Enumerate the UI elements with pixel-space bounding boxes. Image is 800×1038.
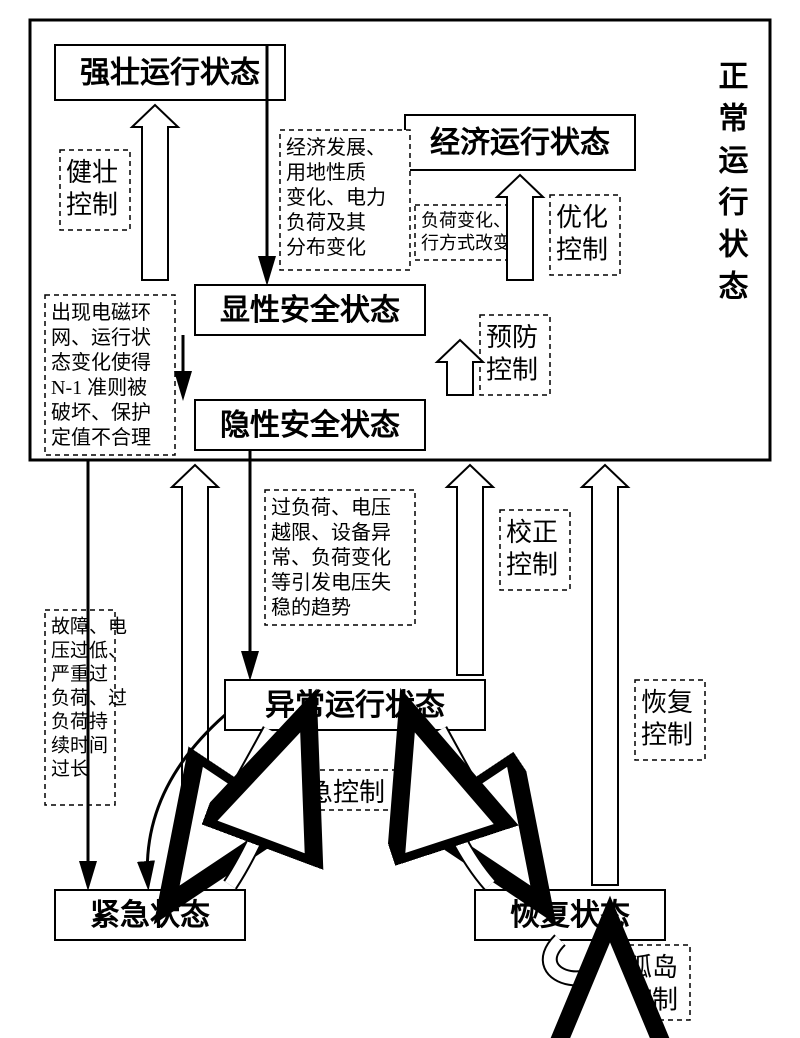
note-island-line1: 控制 [626, 985, 678, 1014]
note-overload-line3: 等引发电压失 [271, 571, 391, 594]
note-island-line0: 孤岛 [626, 953, 678, 982]
explicit-to-robust-arrow [132, 105, 178, 280]
normal-state-title: 正常运行状态 [714, 60, 750, 312]
note-overload-line2: 常、负荷变化 [271, 546, 391, 569]
note-overload-line1: 越限、设备异 [271, 521, 391, 544]
note-recover_ctrl-line0: 恢复 [641, 688, 693, 717]
node-robust-label: 强壮运行状态 [80, 57, 260, 90]
note-prevent-line0: 预防 [486, 323, 538, 352]
note-econ_dev-line1: 用地性质 [286, 161, 366, 184]
node-recovery-label: 恢复状态 [510, 899, 630, 932]
note-fault-line2: 严重过 [51, 663, 108, 685]
note-em_ring-line3: N-1 准则被 [51, 376, 147, 399]
abnormal-recovery-pair-out-inner [440, 730, 530, 885]
node-economic-label: 经济运行状态 [430, 126, 610, 160]
note-fault-line6: 过长 [51, 758, 89, 780]
node-explicit-label: 显性安全状态 [220, 293, 400, 327]
note-emerg_ctrl-line0: 紧急控制 [281, 778, 385, 807]
node-implicit-label: 隐性安全状态 [220, 408, 400, 442]
note-fault-line5: 续时间 [51, 734, 108, 756]
node-emergency-label: 紧急状态 [90, 899, 210, 932]
note-em_ring-line5: 定值不合理 [51, 426, 151, 449]
note-robust_ctrl-line0: 健壮 [66, 158, 118, 187]
note-econ_dev-line0: 经济发展、 [286, 136, 386, 159]
recovery-to-normal-arrow [582, 465, 628, 885]
note-em_ring-line1: 网、运行状 [51, 326, 151, 349]
abnormal-to-normal-arrow [447, 465, 493, 675]
node-abnormal-label: 异常运行状态 [265, 689, 445, 722]
note-correct-line1: 控制 [506, 550, 558, 579]
note-econ_dev-line4: 分布变化 [286, 236, 366, 259]
implicit-to-explicit-arrow [437, 340, 483, 395]
note-fault-line4: 负荷持 [51, 711, 108, 733]
note-em_ring-line4: 破坏、保护 [51, 401, 151, 424]
note-recover_ctrl-line1: 控制 [641, 720, 693, 749]
note-em_ring-line0: 出现电磁环 [51, 301, 151, 324]
note-robust_ctrl-line1: 控制 [66, 190, 118, 219]
note-em_ring-line2: 态变化使得 [51, 351, 151, 374]
note-econ_dev-line2: 变化、电力 [286, 186, 386, 209]
note-correct-line0: 校正 [506, 518, 558, 547]
recovery-self-inner [550, 940, 610, 978]
note-load_change-line1: 行方式改变 [421, 233, 511, 253]
note-overload-line4: 稳的趋势 [271, 596, 351, 619]
note-prevent-line1: 控制 [486, 355, 538, 384]
note-optimize-line0: 优化 [556, 203, 608, 232]
note-econ_dev-line3: 负荷及其 [286, 211, 366, 234]
note-optimize-line1: 控制 [556, 235, 608, 264]
note-overload-line0: 过负荷、电压 [271, 496, 391, 519]
